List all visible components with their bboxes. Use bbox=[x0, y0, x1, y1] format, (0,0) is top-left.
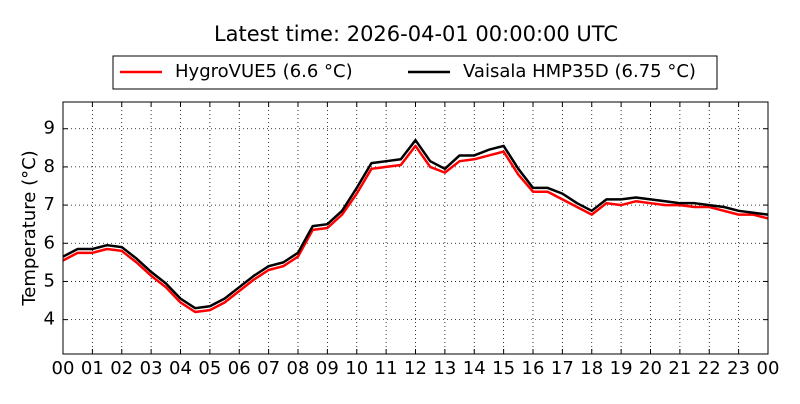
y-tick-label: 6 bbox=[44, 232, 55, 253]
x-tick-label: 01 bbox=[81, 358, 104, 379]
y-tick-label: 7 bbox=[44, 194, 55, 215]
x-tick-label: 09 bbox=[316, 358, 339, 379]
legend-label: HygroVUE5 (6.6 °C) bbox=[175, 61, 353, 82]
series-line bbox=[62, 144, 769, 314]
x-tick-label: 00 bbox=[757, 358, 780, 379]
y-axis-label: Temperature (°C) bbox=[19, 150, 40, 306]
x-tick-label: 03 bbox=[140, 358, 163, 379]
x-tick-label: 15 bbox=[492, 358, 515, 379]
x-tick-label: 13 bbox=[433, 358, 456, 379]
x-tick-label: 19 bbox=[610, 358, 633, 379]
x-tick-label: 22 bbox=[698, 358, 721, 379]
x-tick-label: 05 bbox=[198, 358, 221, 379]
x-tick-label: 16 bbox=[522, 358, 545, 379]
x-tick-label: 10 bbox=[345, 358, 368, 379]
x-tick-label: 04 bbox=[169, 358, 192, 379]
x-tick-label: 21 bbox=[668, 358, 691, 379]
x-tick-label: 20 bbox=[639, 358, 662, 379]
y-tick-label: 8 bbox=[44, 156, 55, 177]
x-tick-label: 02 bbox=[110, 358, 133, 379]
x-tick-label: 06 bbox=[228, 358, 251, 379]
x-tick-label: 07 bbox=[257, 358, 280, 379]
legend-label: Vaisala HMP35D (6.75 °C) bbox=[463, 61, 696, 82]
chart-title: Latest time: 2026-04-01 00:00:00 UTC bbox=[214, 22, 618, 46]
x-tick-label: 12 bbox=[404, 358, 427, 379]
x-tick-label: 11 bbox=[375, 358, 398, 379]
plot-frame bbox=[62, 101, 769, 355]
x-tick-label: 23 bbox=[727, 358, 750, 379]
y-tick-label: 9 bbox=[44, 118, 55, 139]
x-tick-label: 14 bbox=[463, 358, 486, 379]
y-tick-label: 5 bbox=[44, 270, 55, 291]
series-line bbox=[62, 138, 769, 310]
x-tick-label: 18 bbox=[580, 358, 603, 379]
x-tick-label: 00 bbox=[52, 358, 75, 379]
x-tick-label: 08 bbox=[287, 358, 310, 379]
x-tick-label: 17 bbox=[551, 358, 574, 379]
y-tick-label: 4 bbox=[44, 309, 55, 330]
